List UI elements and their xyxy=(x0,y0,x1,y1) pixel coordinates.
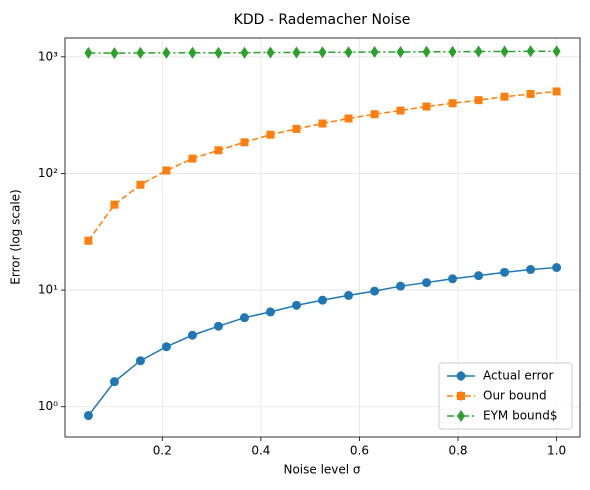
x-tick-label: 0.2 xyxy=(153,444,172,458)
point xyxy=(318,295,327,305)
y-tick-label: 10⁰ xyxy=(38,399,58,413)
y-tick-label: 10³ xyxy=(38,49,58,63)
point xyxy=(291,300,301,310)
point xyxy=(213,321,223,331)
point xyxy=(422,45,431,58)
point xyxy=(266,130,275,139)
point xyxy=(552,87,561,96)
point xyxy=(84,46,93,59)
point xyxy=(474,96,483,105)
point xyxy=(162,46,171,59)
point xyxy=(448,45,457,58)
point xyxy=(109,377,119,387)
point xyxy=(136,180,145,189)
point xyxy=(162,166,171,175)
legend-label: Our bound xyxy=(483,389,547,403)
point xyxy=(110,47,119,60)
point xyxy=(422,278,432,288)
point xyxy=(214,46,223,59)
point xyxy=(500,45,509,58)
point xyxy=(344,290,354,300)
point xyxy=(214,146,223,155)
point xyxy=(188,154,197,163)
point xyxy=(344,114,353,123)
point xyxy=(136,46,145,59)
point xyxy=(266,46,275,59)
point xyxy=(370,45,379,58)
legend-marker xyxy=(457,392,465,400)
point xyxy=(240,46,249,59)
point xyxy=(526,45,535,58)
point xyxy=(344,46,353,59)
plot xyxy=(83,45,562,421)
point xyxy=(448,99,457,108)
y-tick-label: 10² xyxy=(38,166,58,180)
point xyxy=(83,411,93,421)
point xyxy=(161,342,171,352)
legend: Actual error Our bound EYM bound$ xyxy=(438,362,573,430)
point xyxy=(265,307,275,317)
point xyxy=(500,267,510,277)
x-tick-label: 1.0 xyxy=(547,444,566,458)
point xyxy=(240,138,249,147)
point xyxy=(552,263,562,273)
point xyxy=(474,45,483,58)
point xyxy=(526,265,536,275)
x-axis-label: Noise level σ xyxy=(283,463,360,477)
point xyxy=(500,92,509,101)
x-tick-label: 0.4 xyxy=(251,444,270,458)
legend-label: Actual error xyxy=(483,369,554,383)
grid: 0.2 0.4 0.6 0.8 1.0 10⁰ 10¹ 10² 10³ xyxy=(38,38,580,458)
point xyxy=(318,119,327,128)
point xyxy=(474,271,484,281)
point xyxy=(187,330,197,340)
point xyxy=(396,281,406,291)
legend-label: EYM bound$ xyxy=(483,409,558,423)
y-axis-label: Error (log scale) xyxy=(9,189,23,284)
chart-title: KDD - Rademacher Noise xyxy=(234,12,411,28)
point xyxy=(318,46,327,59)
plot-frame xyxy=(64,37,581,438)
point xyxy=(370,110,379,119)
point xyxy=(396,45,405,58)
legend-box xyxy=(438,362,573,430)
x-tick-label: 0.8 xyxy=(448,444,467,458)
point xyxy=(422,102,431,111)
point xyxy=(292,124,301,133)
legend-marker xyxy=(456,371,466,381)
point xyxy=(110,200,119,209)
point xyxy=(552,45,561,58)
x-tick-label: 0.6 xyxy=(350,444,369,458)
point xyxy=(526,89,535,98)
y-tick-label: 10¹ xyxy=(38,283,58,297)
point xyxy=(188,46,197,59)
point xyxy=(239,313,249,323)
point xyxy=(292,46,301,59)
point xyxy=(135,356,145,366)
point xyxy=(84,236,93,245)
legend-marker xyxy=(457,410,465,422)
point xyxy=(448,274,458,284)
point xyxy=(370,286,380,296)
point xyxy=(396,106,405,115)
